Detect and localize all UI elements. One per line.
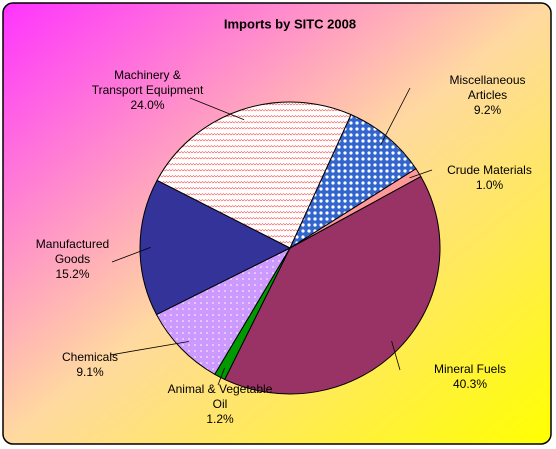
slice-label: Manufactured Goods 15.2% — [20, 237, 125, 282]
slice-label: Chemicals 9.1% — [55, 350, 125, 380]
pie-slice — [224, 175, 441, 395]
category-label: Mineral Fuels — [433, 362, 507, 376]
category-label: Miscellaneous Articles — [449, 73, 526, 102]
category-label: Crude Materials — [447, 163, 532, 177]
leader-line — [409, 169, 433, 179]
value-label: 9.1% — [76, 365, 104, 379]
category-label: Machinery & Transport Equipment — [91, 68, 204, 97]
slice-label: Animal & Vegetable Oil 1.2% — [165, 382, 275, 427]
category-label: Animal & Vegetable Oil — [167, 382, 273, 411]
slice-label: Miscellaneous Articles 9.2% — [435, 73, 540, 118]
leader-line — [217, 367, 225, 386]
pie-slice — [139, 179, 292, 316]
leader-line — [380, 87, 411, 146]
leader-line — [111, 247, 151, 263]
chart-title: Imports by SITC 2008 — [224, 16, 356, 31]
value-label: 9.2% — [473, 103, 502, 117]
pie-slice — [288, 113, 417, 250]
leader-line — [109, 341, 189, 356]
value-label: 40.3% — [452, 377, 488, 391]
pie-slice — [156, 101, 352, 249]
slice-label: Crude Materials 1.0% — [432, 163, 547, 193]
value-label: 1.0% — [475, 178, 504, 192]
leader-line — [189, 97, 245, 121]
pie-slice — [155, 246, 292, 375]
leader-line — [391, 340, 401, 371]
value-label: 15.2% — [55, 267, 90, 281]
value-label: 1.2% — [206, 412, 234, 426]
value-label: 24.0% — [130, 98, 165, 112]
category-label: Chemicals — [61, 350, 118, 364]
slice-label: Mineral Fuels 40.3% — [410, 362, 530, 392]
category-label: Manufactured Goods — [35, 237, 110, 266]
slice-label: Machinery & Transport Equipment 24.0% — [90, 68, 205, 113]
